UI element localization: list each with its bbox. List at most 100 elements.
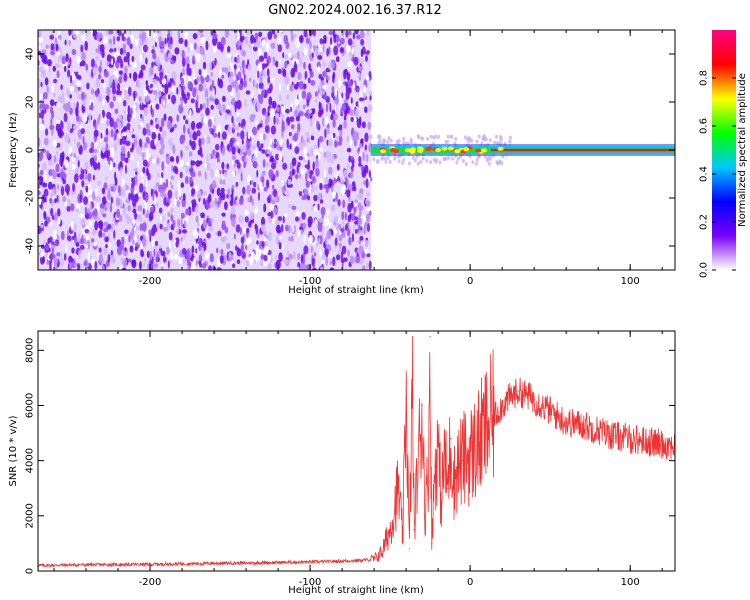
noise-speckle: [263, 254, 268, 262]
noise-speckle: [179, 134, 185, 144]
noise-speckle: [99, 60, 103, 67]
noise-speckle: [125, 164, 127, 174]
noise-speckle: [334, 215, 339, 224]
noise-speckle: [290, 124, 295, 130]
noise-speckle: [343, 99, 348, 104]
noise-speckle: [38, 137, 41, 147]
signal-nodule: [390, 148, 396, 152]
noise-speckle: [358, 116, 362, 125]
noise-speckle: [160, 47, 164, 54]
noise-speckle: [102, 146, 106, 153]
noise-speckle: [38, 112, 42, 119]
noise-speckle: [72, 125, 78, 130]
noise-speckle: [216, 187, 221, 197]
noise-speckle: [115, 197, 121, 207]
noise-speckle: [139, 183, 144, 193]
noise-speckle: [69, 128, 74, 134]
noise-speckle: [265, 42, 270, 52]
noise-speckle: [126, 112, 131, 123]
noise-speckle: [107, 193, 112, 200]
noise-speckle: [183, 220, 187, 228]
noise-speckle: [364, 221, 368, 228]
noise-speckle: [295, 99, 300, 104]
signal-halo: [461, 159, 465, 163]
noise-speckle: [200, 153, 203, 158]
noise-speckle: [289, 84, 294, 92]
noise-speckle: [85, 63, 89, 71]
noise-speckle: [167, 260, 170, 269]
noise-speckle: [228, 75, 234, 84]
noise-speckle: [149, 66, 154, 76]
noise-speckle: [144, 213, 150, 219]
signal-halo: [475, 157, 479, 162]
noise-speckle: [341, 103, 347, 111]
noise-speckle: [86, 233, 90, 241]
snr-point: [517, 391, 519, 393]
noise-speckle: [298, 110, 304, 117]
snr-point: [549, 410, 551, 412]
snr-x-tick-label: 100: [621, 577, 640, 588]
noise-speckle: [358, 245, 364, 255]
noise-speckle: [352, 82, 356, 90]
noise-speckle: [294, 146, 300, 155]
noise-speckle: [54, 198, 57, 204]
noise-speckle: [235, 124, 239, 131]
noise-speckle: [45, 128, 49, 136]
noise-speckle: [60, 95, 65, 104]
noise-speckle: [261, 39, 267, 46]
noise-speckle: [69, 36, 72, 41]
noise-speckle: [39, 151, 44, 160]
noise-speckle: [126, 189, 130, 194]
noise-speckle: [221, 212, 226, 217]
noise-speckle: [332, 118, 336, 128]
noise-speckle: [78, 249, 81, 260]
noise-speckle: [254, 119, 258, 125]
noise-speckle: [353, 207, 357, 215]
noise-speckle: [333, 45, 339, 56]
noise-speckle: [192, 32, 198, 40]
noise-speckle: [364, 132, 369, 143]
snr-marks: [38, 335, 675, 569]
noise-speckle: [260, 143, 264, 149]
noise-speckle: [309, 170, 314, 176]
noise-speckle: [136, 234, 140, 239]
noise-speckle: [314, 158, 319, 168]
noise-speckle: [120, 166, 123, 177]
noise-speckle: [41, 255, 46, 264]
noise-speckle: [142, 208, 145, 215]
noise-speckle: [64, 184, 70, 194]
signal-nodule: [475, 148, 482, 153]
noise-speckle: [129, 245, 134, 253]
noise-speckle: [346, 227, 351, 237]
noise-speckle: [203, 82, 207, 92]
signal-halo: [389, 138, 393, 143]
noise-speckle: [328, 138, 332, 148]
noise-speckle: [112, 96, 116, 102]
noise-speckle: [182, 193, 186, 201]
noise-speckle: [237, 148, 241, 154]
noise-speckle: [279, 146, 283, 151]
noise-speckle: [300, 135, 304, 143]
noise-speckle: [231, 203, 234, 213]
signal-halo: [425, 158, 429, 163]
noise-speckle: [304, 70, 308, 81]
spectrogram-y-tick-label: 40: [25, 48, 36, 61]
noise-speckle: [131, 155, 134, 161]
noise-speckle: [250, 144, 256, 150]
noise-speckle: [367, 121, 372, 130]
noise-speckle: [128, 235, 131, 243]
noise-speckle: [307, 216, 313, 226]
noise-speckle: [305, 180, 311, 188]
noise-speckle: [357, 147, 361, 152]
noise-speckle: [297, 161, 301, 168]
noise-speckle: [298, 190, 303, 197]
noise-speckle: [320, 147, 323, 152]
noise-speckle: [203, 162, 207, 168]
noise-speckle: [78, 234, 81, 242]
noise-speckle: [324, 237, 328, 245]
noise-speckle: [196, 130, 201, 137]
noise-speckle: [328, 30, 333, 36]
noise-speckle: [240, 130, 245, 140]
snr-point: [557, 415, 559, 418]
signal-halo: [437, 134, 441, 139]
